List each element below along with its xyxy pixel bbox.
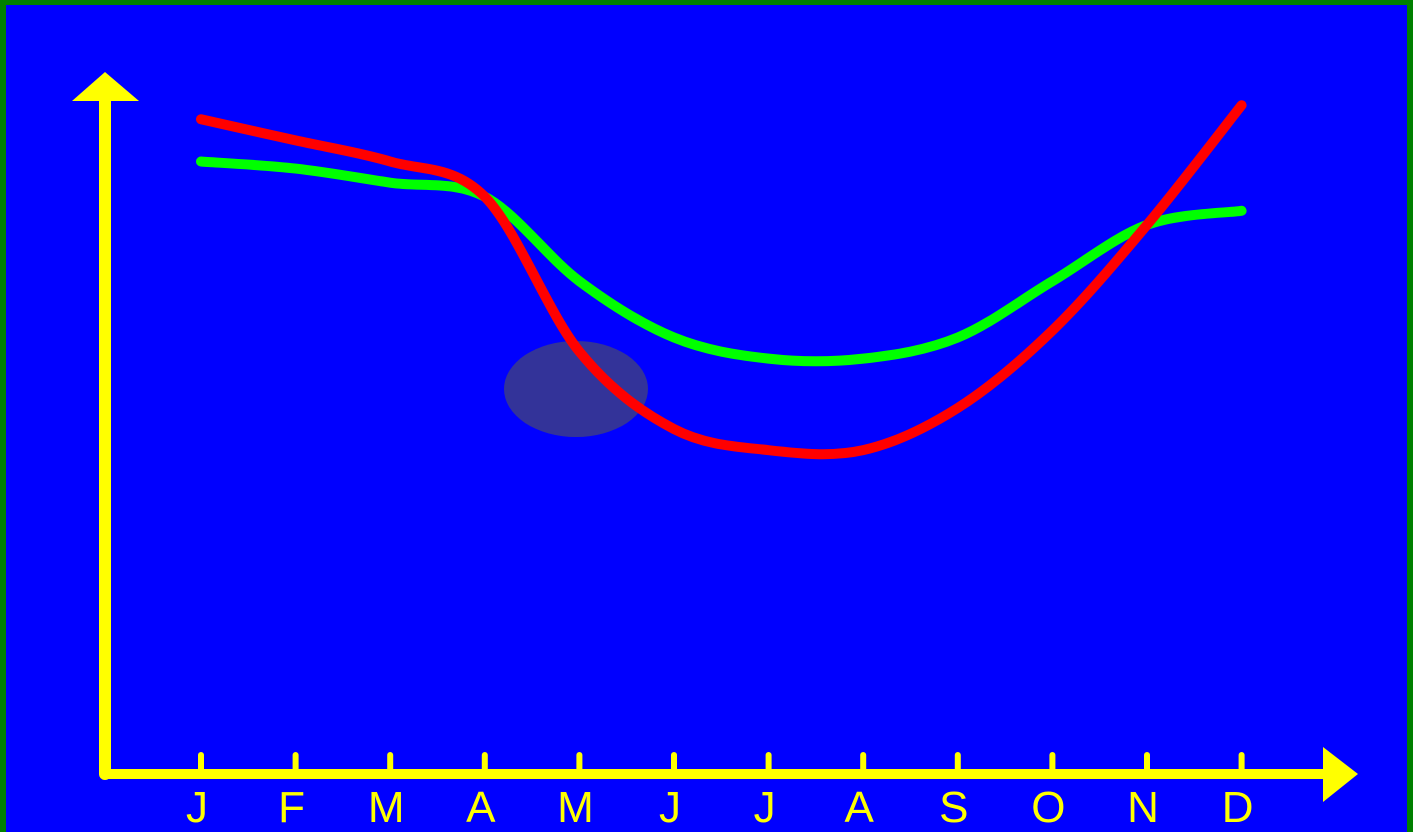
x-tick-label: J	[754, 783, 776, 832]
x-tick-label: S	[939, 783, 968, 832]
x-tick-label: N	[1127, 783, 1159, 832]
x-tick-label: M	[368, 783, 405, 832]
x-tick-label: D	[1222, 783, 1254, 832]
x-tick-label: J	[186, 783, 208, 832]
x-tick-label: J	[659, 783, 681, 832]
series-line-2	[196, 100, 1247, 460]
x-axis-arrow-icon	[1323, 747, 1358, 802]
x-tick-label: M	[557, 783, 594, 832]
x-tick-label: O	[1031, 783, 1065, 832]
highlight-ellipse	[504, 341, 648, 437]
series-layer	[196, 100, 1247, 460]
ticks-layer	[198, 752, 1245, 777]
x-tick-label: F	[278, 783, 305, 832]
series-line-1	[196, 156, 1247, 367]
x-tick-label: A	[466, 783, 496, 832]
y-axis-arrow-icon	[72, 72, 139, 101]
x-tick-label: A	[845, 783, 875, 832]
plot-background	[6, 5, 1407, 832]
